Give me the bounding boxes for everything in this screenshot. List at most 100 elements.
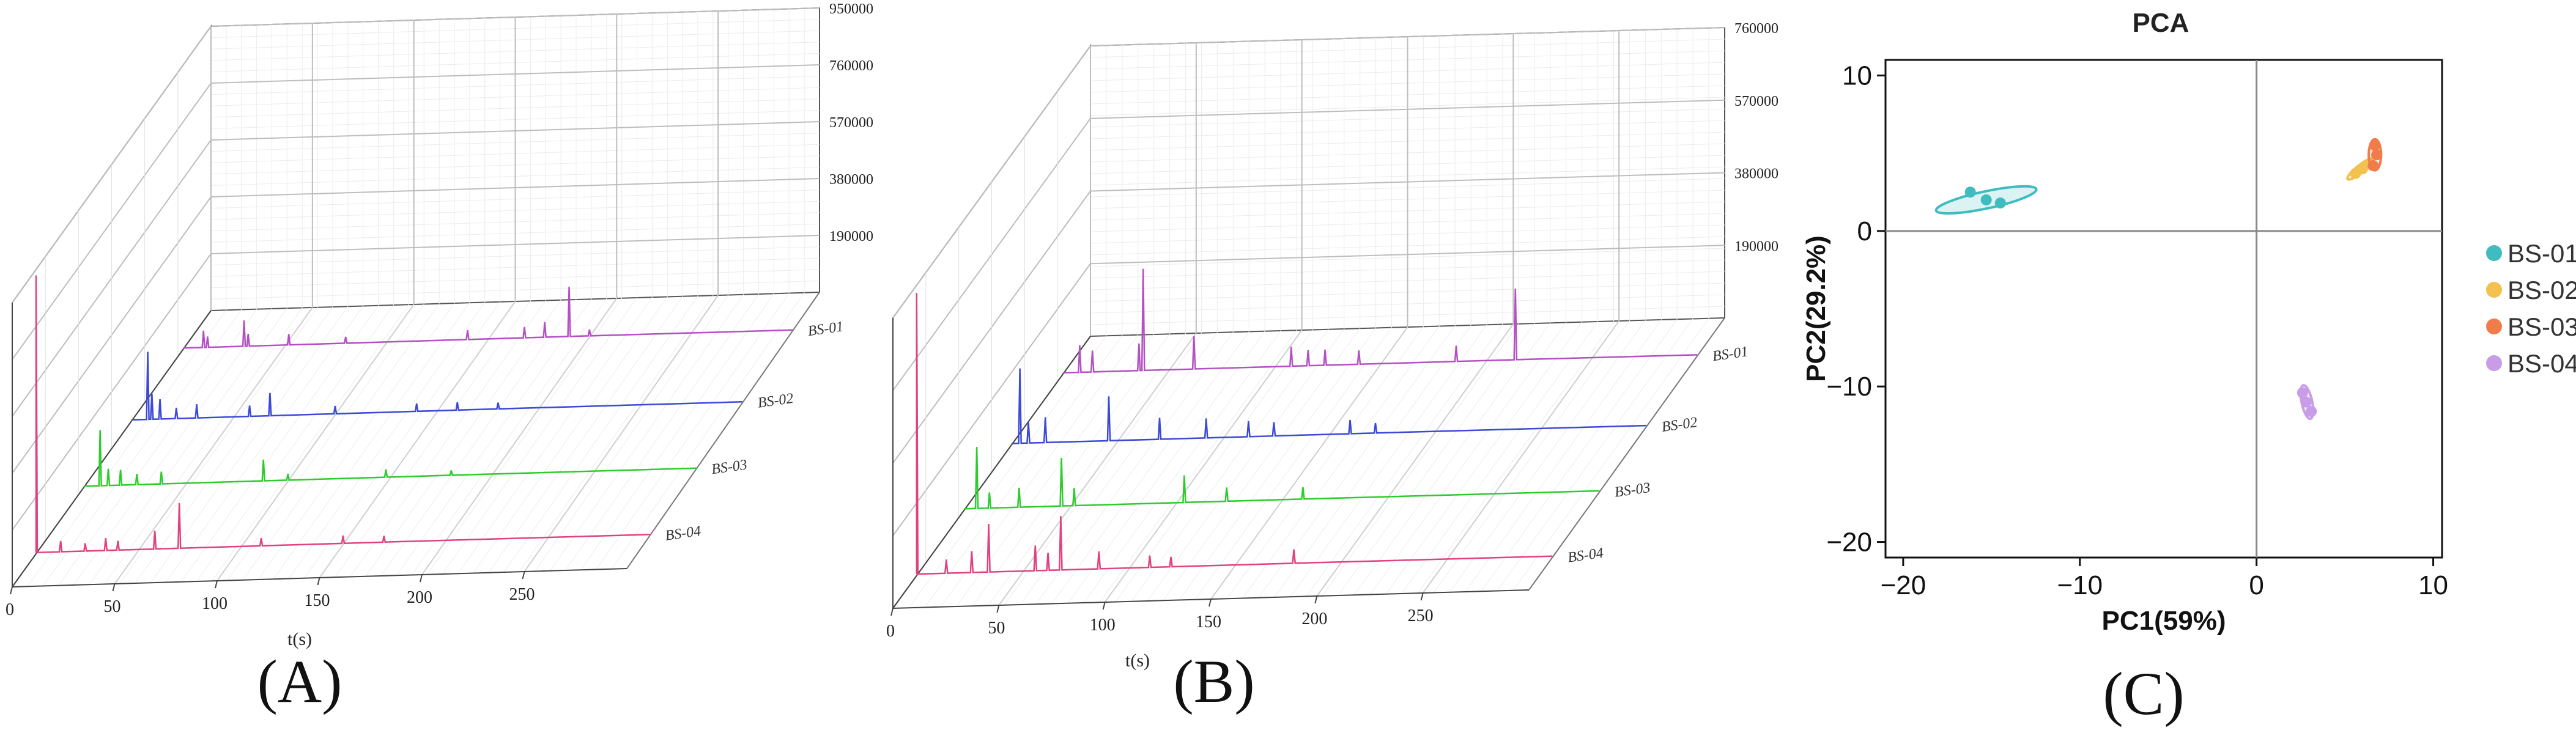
series-label: BS-03 [711,457,749,477]
floor-minor-gridline [1035,331,1234,605]
floor-gridline [114,307,313,584]
floor-minor-gridline [1226,326,1424,599]
floor-minor-gridline [335,300,531,578]
x-tick [1420,592,1424,601]
floor-minor-gridline [1481,319,1678,592]
floor-minor-gridline [150,306,349,583]
series-label: BS-01 [807,319,845,339]
z-tick-label: 190000 [1734,238,1778,254]
scatter-point-bs-01 [1964,186,1976,198]
z-tick-label: 760000 [1734,21,1778,37]
floor-minor-gridline [1306,324,1503,597]
series-label: BS-04 [1567,545,1605,566]
floor-minor-gridline [273,302,470,580]
x-tick [317,577,320,586]
y-tick-label: 10 [1842,61,1872,90]
floor-gridline [1104,330,1303,603]
floor-minor-gridline [1163,328,1361,601]
x-tick [522,571,525,580]
floor-minor-gridline [426,298,623,575]
floor-gridline [1210,326,1408,600]
z-tick-label: 950000 [829,1,873,17]
x-tick-label: 250 [1408,606,1434,625]
y-axis-title: PC2(29.2%) [1801,235,1831,382]
floor-minor-gridline [611,292,805,570]
legend-swatch [2486,282,2502,298]
floor-minor-gridline [1401,321,1599,594]
x-tick [10,586,13,595]
floor-minor-gridline [1433,320,1630,593]
x-tick [1314,595,1318,604]
floor-minor-gridline [442,297,637,575]
floor-minor-gridline [303,301,501,579]
x-tick-label: 50 [988,619,1005,638]
floor-minor-gridline [1242,326,1440,599]
floor-minor-gridline [1067,331,1265,604]
scatter-point-bs-04 [2297,387,2308,399]
floor-minor-gridline [212,304,409,581]
floor-gridline [421,298,618,575]
floor-minor-gridline [411,298,607,575]
floor-minor-gridline [1497,319,1693,591]
scatter-point-bs-04 [2300,396,2312,408]
x-tick-label: 10 [2418,570,2448,600]
depth-axis-line [892,336,1091,609]
floor-gridline [319,301,516,578]
x-tick-label: 0 [6,600,14,619]
floor-minor-gridline [1449,320,1646,593]
floor-minor-gridline [1338,323,1535,596]
floor-minor-gridline [350,300,546,577]
floor-minor-gridline [503,295,698,573]
z-tick-label: 190000 [829,229,873,245]
floor-minor-gridline [1274,325,1471,598]
floor-minor-gridline [1147,328,1345,602]
x-tick [890,608,894,616]
legend-label: BS-01 [2508,239,2576,268]
back-wall-gridline [210,64,820,84]
x-tick-label: 0 [2249,570,2263,600]
series-trace-bs-02 [1011,368,1647,444]
back-wall-gridline [1090,27,1725,46]
x-tick [215,580,218,589]
floor-minor-gridline [242,303,440,581]
floor-minor-gridline [42,309,242,586]
floor-minor-gridline [908,335,1107,608]
series-trace-bs-04 [916,293,1553,575]
floor-minor-gridline [1020,332,1218,605]
x-tick-label: 100 [202,594,228,613]
chart-title: PCA [2133,8,2189,38]
floor-minor-gridline [119,307,318,584]
x-tick-label: 250 [509,585,535,604]
floor-gridline [1422,320,1619,594]
series-label: BS-02 [1660,414,1698,435]
floor-minor-gridline [227,304,424,581]
floor-minor-gridline [104,308,303,584]
floor-minor-gridline [940,334,1139,608]
floor-minor-gridline [1179,328,1377,600]
panel-a-chart: 190000 380000 570000 760000 950000 0 50 100 150 2… [6,1,873,715]
floor-minor-gridline [57,309,257,586]
back-wall-gridline [210,235,820,254]
floor-minor-gridline [457,297,653,574]
floor-minor-gridline [549,294,744,572]
legend-swatch [2486,355,2502,371]
floor-minor-gridline [488,296,683,573]
panel-b-chart: 190000 380000 570000 760000 0 50 100 150 200 250 t… [886,21,1778,715]
floor-minor-gridline [1322,323,1519,597]
x-tick-label: −20 [1881,570,1926,600]
floor-minor-gridline [924,335,1123,608]
back-wall-gridline [210,121,820,141]
z-tick-label: 380000 [829,172,873,188]
x-tick-label: 0 [886,622,895,641]
floor-gridline [1316,323,1514,597]
floor-minor-gridline [1417,320,1614,594]
back-wall-gridline [1090,245,1725,265]
plot-frame [1884,59,2443,559]
scatter-point-bs-04 [2306,405,2317,417]
x-tick-label: 200 [407,588,432,607]
y-tick-label: 0 [1857,216,1872,246]
x-tick [420,574,423,583]
floor-minor-gridline [1131,329,1329,602]
floor-minor-gridline [1369,322,1567,595]
